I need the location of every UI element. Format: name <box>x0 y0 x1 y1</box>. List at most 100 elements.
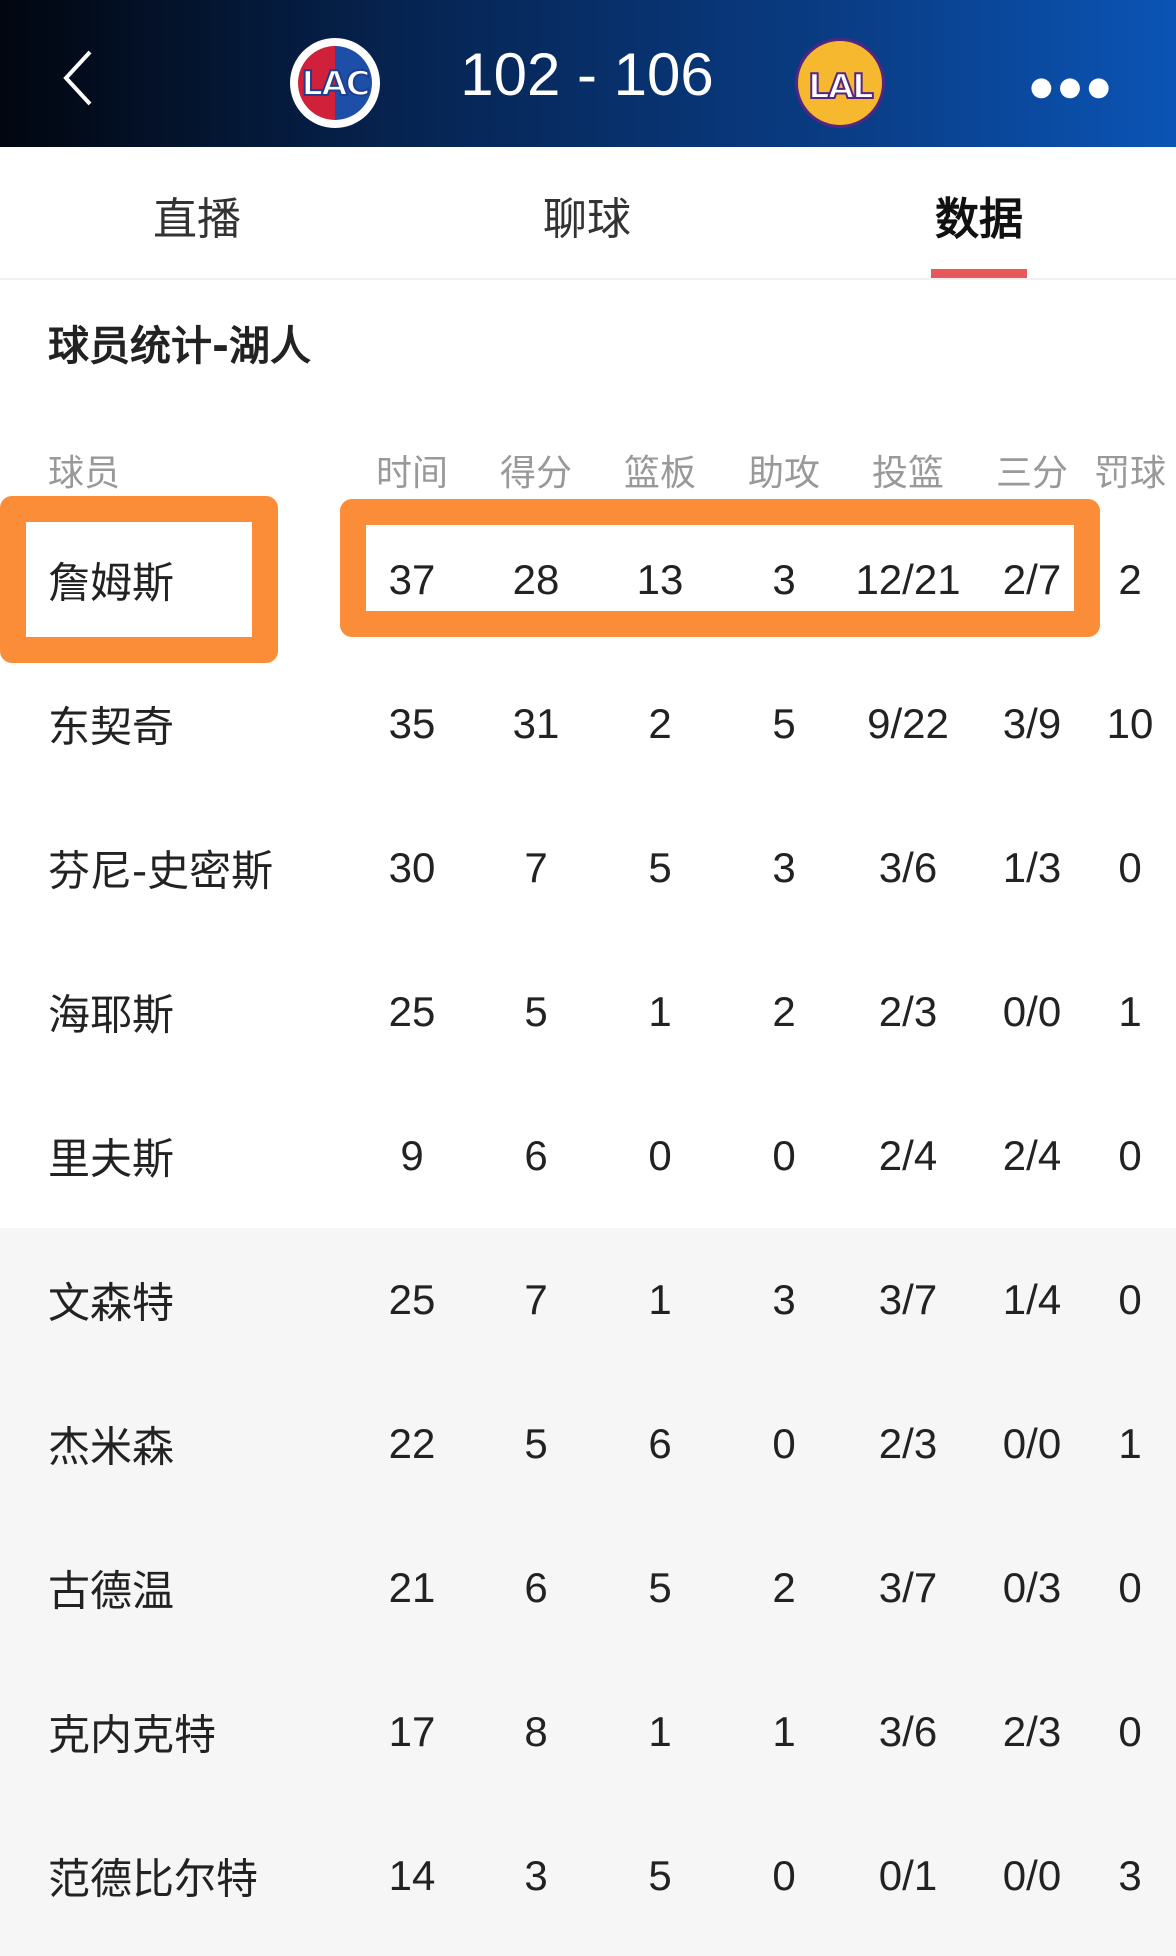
stat-cell: 25 <box>388 1276 436 1323</box>
stat-cell: 2/4 <box>878 1132 938 1179</box>
stat-cell: 3/6 <box>878 1708 938 1755</box>
stat-cell: 35 <box>388 700 436 747</box>
player-name[interactable]: 芬尼-史密斯 <box>48 846 274 896</box>
stat-cell: 2 <box>772 988 796 1035</box>
header-col[interactable]: 投篮 <box>871 453 944 494</box>
stat-cell: 0 <box>772 1852 796 1899</box>
stat-cell: 5 <box>648 844 672 891</box>
table-row[interactable]: 杰米森 22 5 6 0 2/3 0/0 1 <box>0 1372 1176 1516</box>
player-name[interactable]: 海耶斯 <box>48 990 175 1040</box>
stat-cell: 2 <box>772 1564 796 1611</box>
stat-cell: 0/0 <box>1002 988 1062 1035</box>
header-col[interactable]: 时间 <box>375 453 448 494</box>
stat-cell: 17 <box>388 1708 436 1755</box>
stat-cell: 1/3 <box>1002 844 1062 891</box>
tab-bar: 直播 聊球 数据 <box>0 147 1176 280</box>
stat-cell: 0 <box>1118 1564 1142 1611</box>
highlight-box-name <box>0 496 278 663</box>
tab-live[interactable]: 直播 <box>153 194 241 245</box>
player-name[interactable]: 里夫斯 <box>48 1134 175 1184</box>
stat-cell: 9 <box>400 1132 424 1179</box>
stat-cell: 0/1 <box>878 1852 938 1899</box>
stat-cell: 0 <box>1118 1708 1142 1755</box>
stat-cell: 2 <box>648 700 672 747</box>
stat-cell: 2/3 <box>878 1420 938 1467</box>
table-row[interactable]: 詹姆斯 37 28 13 3 12/21 2/7 2 <box>0 508 1176 652</box>
table-row[interactable]: 古德温 21 6 5 2 3/7 0/3 0 <box>0 1516 1176 1660</box>
tab-stats[interactable]: 数据 <box>935 194 1023 245</box>
stat-cell: 1 <box>772 1708 796 1755</box>
section-title: 球员统计-湖人 <box>48 322 312 370</box>
stat-cell: 2/7 <box>1002 556 1062 603</box>
stat-cell: 0 <box>1118 1132 1142 1179</box>
stat-cell: 0 <box>772 1132 796 1179</box>
stat-cell: 6 <box>648 1420 672 1467</box>
game-header: LAC 102 - 106 LAL ●●● <box>0 0 1176 147</box>
bench-background <box>0 1228 1176 1956</box>
header-player: 球员 <box>48 453 121 494</box>
stat-cell: 21 <box>388 1564 436 1611</box>
stat-cell: 13 <box>636 556 684 603</box>
stat-cell: 14 <box>388 1852 436 1899</box>
stat-cell: 28 <box>512 556 560 603</box>
stat-cell: 3/9 <box>1002 700 1062 747</box>
header-col[interactable]: 三分 <box>995 453 1068 494</box>
stat-cell: 6 <box>524 1564 548 1611</box>
table-row[interactable]: 东契奇 35 31 2 5 9/22 3/9 10 <box>0 652 1176 796</box>
score: 102 - 106 <box>460 41 714 108</box>
stat-cell: 12/21 <box>855 556 961 603</box>
stat-cell: 5 <box>524 988 548 1035</box>
stat-cell: 9/22 <box>867 700 949 747</box>
header-col[interactable]: 得分 <box>499 453 572 494</box>
stat-cell: 5 <box>524 1420 548 1467</box>
stat-cell: 7 <box>524 1276 548 1323</box>
player-name[interactable]: 文森特 <box>48 1278 175 1328</box>
stat-cell: 2/3 <box>1002 1708 1062 1755</box>
player-name[interactable]: 东契奇 <box>48 702 175 752</box>
more-icon[interactable]: ●●● <box>1030 72 1117 102</box>
stat-cell: 0/3 <box>1002 1564 1062 1611</box>
stat-cell: 0 <box>772 1420 796 1467</box>
stat-cell: 0/0 <box>1002 1852 1062 1899</box>
stat-cell: 5 <box>648 1852 672 1899</box>
lal-logo[interactable]: LAL <box>795 38 885 128</box>
table-row[interactable]: 文森特 25 7 1 3 3/7 1/4 0 <box>0 1228 1176 1372</box>
player-name[interactable]: 克内克特 <box>48 1710 217 1760</box>
stat-cell: 3/7 <box>878 1276 938 1323</box>
back-icon[interactable] <box>60 48 100 108</box>
header-col[interactable]: 罚球 <box>1093 453 1166 494</box>
stat-cell: 0/0 <box>1002 1420 1062 1467</box>
header-col[interactable]: 篮板 <box>623 453 696 494</box>
stat-cell: 1 <box>1118 988 1142 1035</box>
stat-cell: 2/3 <box>878 988 938 1035</box>
player-name[interactable]: 杰米森 <box>48 1422 175 1472</box>
table-row[interactable]: 芬尼-史密斯 30 7 5 3 3/6 1/3 0 <box>0 796 1176 940</box>
stat-cell: 2 <box>1118 556 1142 603</box>
stat-cell: 5 <box>772 700 796 747</box>
stat-cell: 1 <box>1118 1420 1142 1467</box>
player-name[interactable]: 范德比尔特 <box>48 1854 259 1904</box>
stat-cell: 7 <box>524 844 548 891</box>
stat-cell: 1 <box>648 1276 672 1323</box>
table-row[interactable]: 海耶斯 25 5 1 2 2/3 0/0 1 <box>0 940 1176 1084</box>
lac-logo[interactable]: LAC <box>290 38 380 128</box>
stat-cell: 30 <box>388 844 436 891</box>
highlight-box-stats <box>340 499 1100 637</box>
tab-chat[interactable]: 聊球 <box>543 194 631 245</box>
stat-cell: 0 <box>648 1132 672 1179</box>
table-row[interactable]: 里夫斯 9 6 0 0 2/4 2/4 0 <box>0 1084 1176 1228</box>
stat-cell: 8 <box>524 1708 548 1755</box>
player-name[interactable]: 詹姆斯 <box>48 558 175 608</box>
stat-cell: 37 <box>388 556 436 603</box>
table-row[interactable]: 克内克特 17 8 1 1 3/6 2/3 0 <box>0 1660 1176 1804</box>
stat-cell: 3 <box>772 1276 796 1323</box>
stat-cell: 22 <box>388 1420 436 1467</box>
player-name[interactable]: 古德温 <box>48 1566 175 1616</box>
stat-cell: 3 <box>772 844 796 891</box>
table-row[interactable]: 范德比尔特 14 3 5 0 0/1 0/0 3 <box>0 1804 1176 1948</box>
header-col[interactable]: 助攻 <box>747 453 820 494</box>
stat-cell: 0 <box>1118 844 1142 891</box>
stat-cell: 25 <box>388 988 436 1035</box>
stat-cell: 10 <box>1106 700 1154 747</box>
stat-cell: 5 <box>648 1564 672 1611</box>
